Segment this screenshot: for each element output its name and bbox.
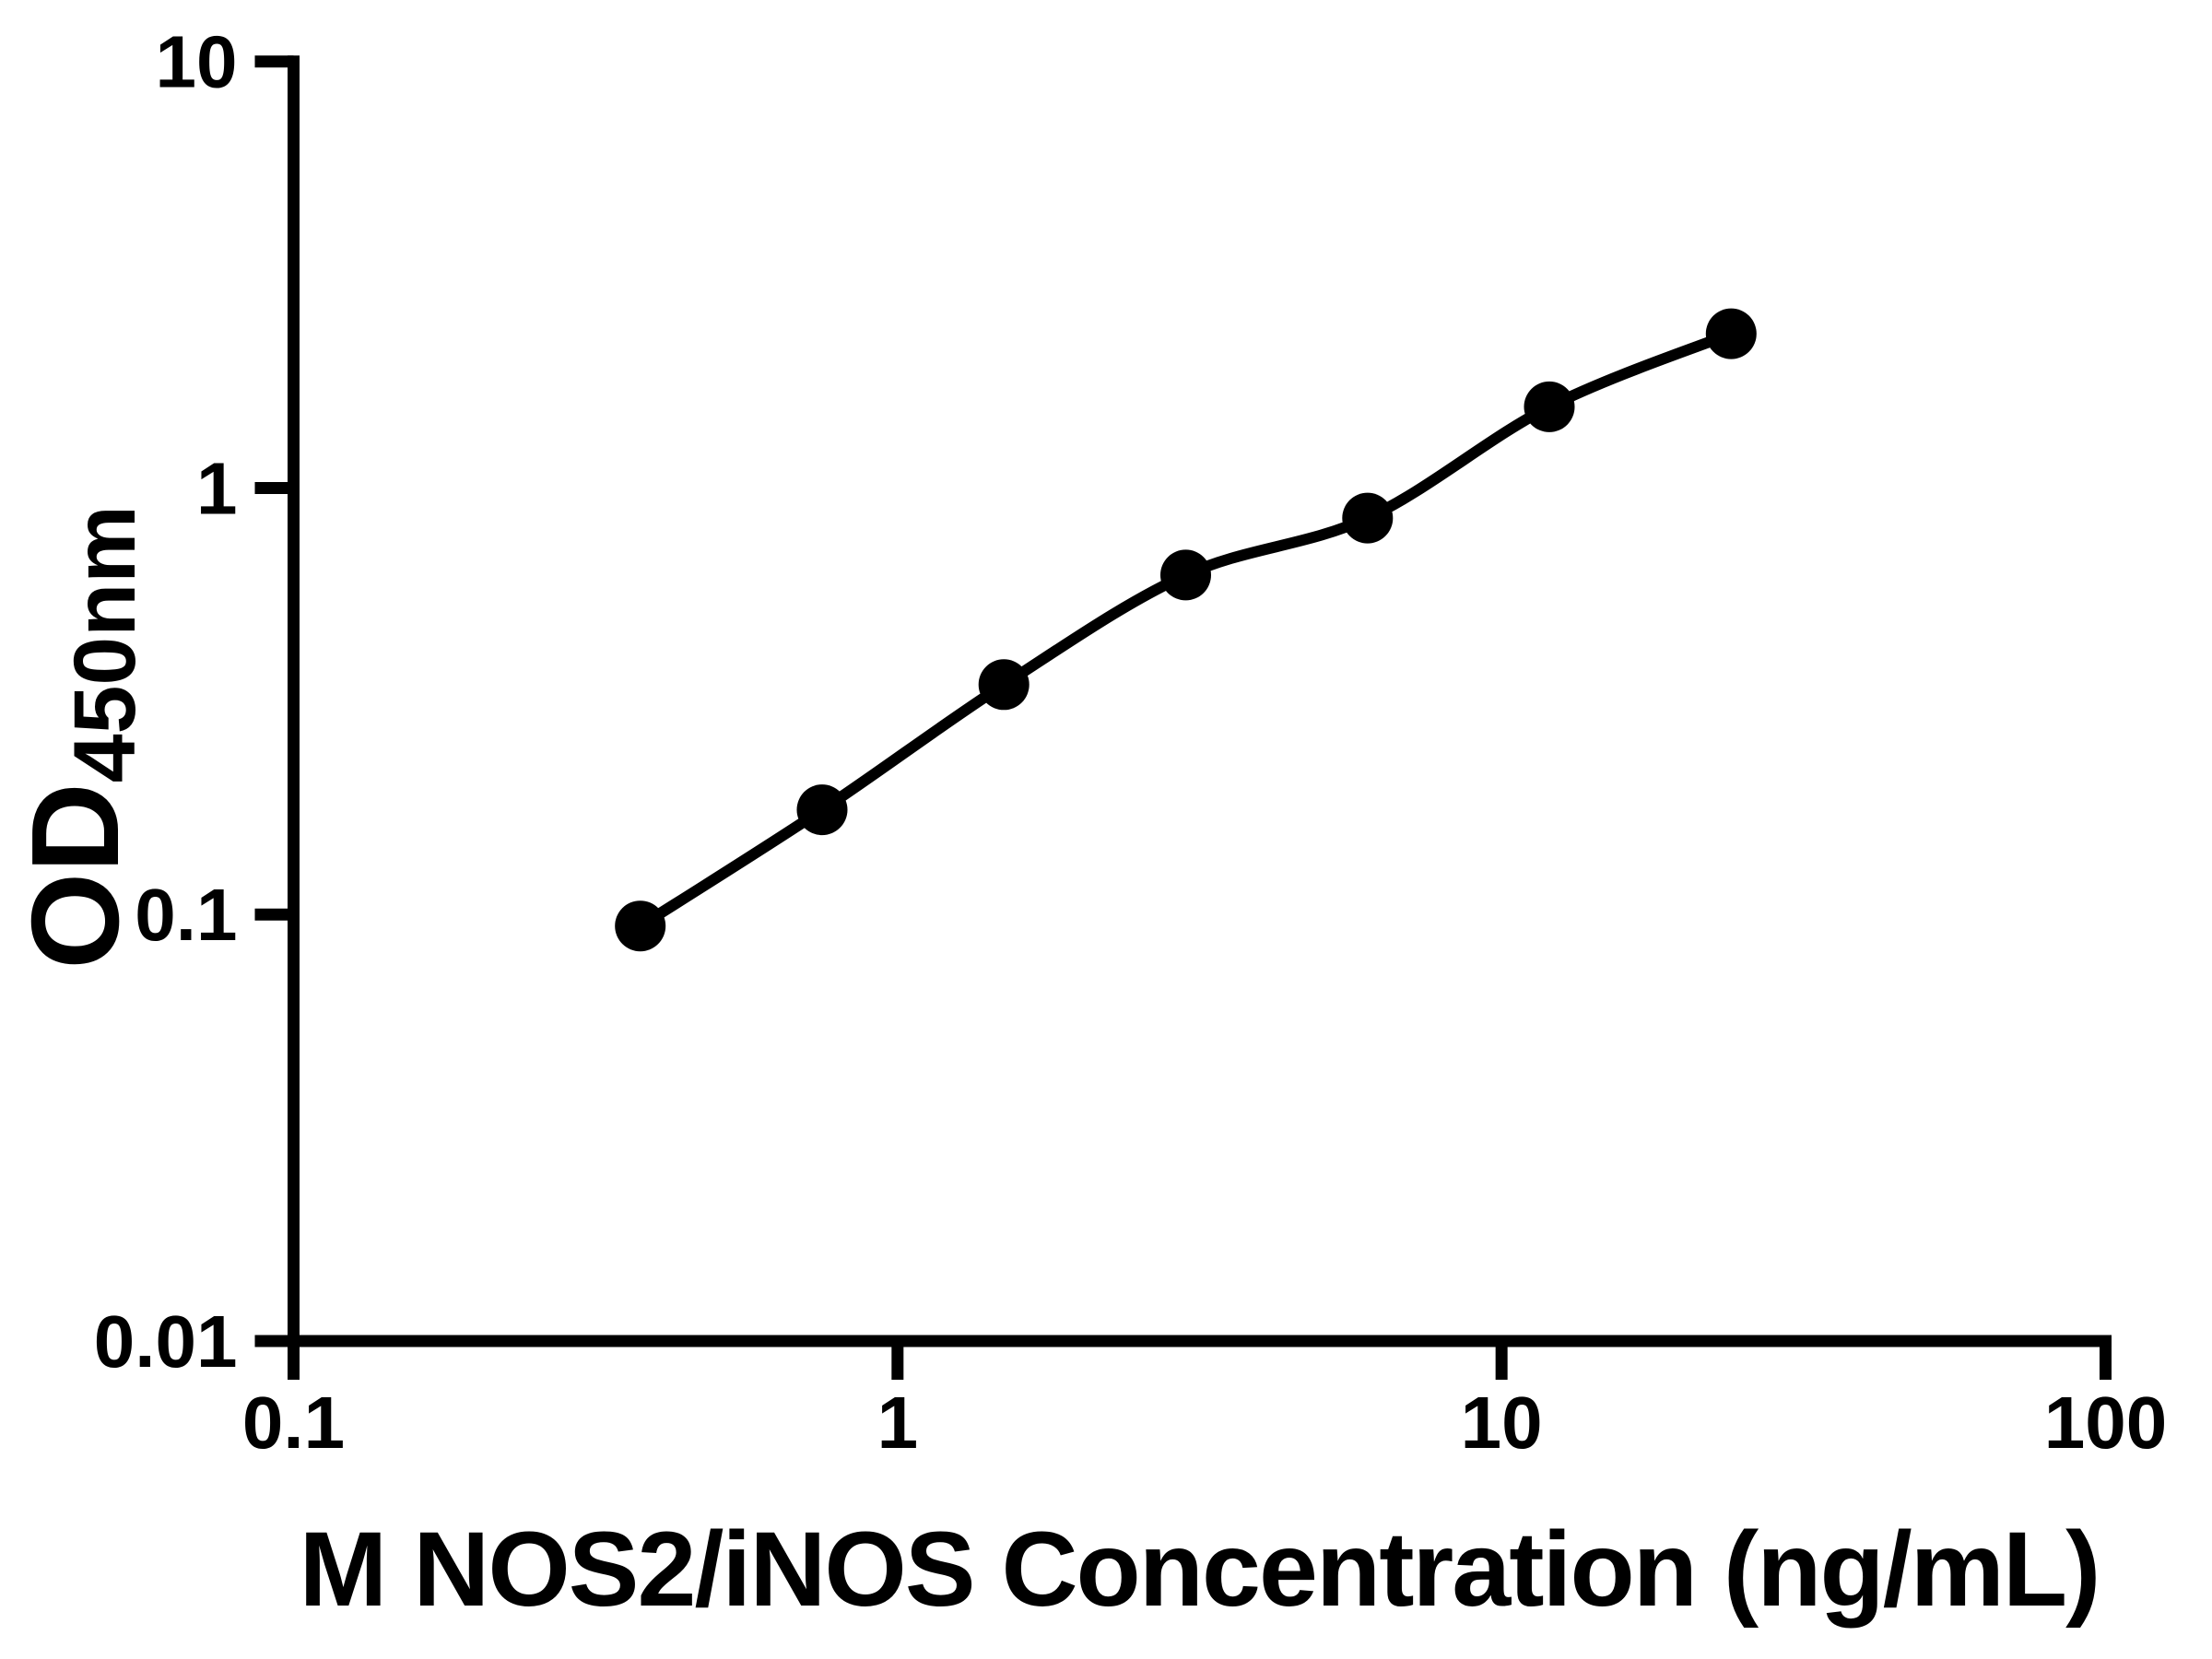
axis-ticks — [254, 55, 2112, 1380]
data-point-12 — [1524, 381, 1575, 432]
x-axis-title: M NOS2/iNOS Concentration (ng/mL) — [300, 1511, 2100, 1629]
x-tick-label-1: 1 — [877, 1382, 919, 1464]
axes-frame — [288, 55, 2112, 1347]
y-axis-title: OD450nm — [6, 505, 154, 970]
y-tick-label-1: 1 — [196, 447, 238, 529]
y-axis-title-main: OD — [6, 782, 145, 970]
y-tick-label-10: 10 — [156, 21, 238, 103]
y-axis-title-subscript: 450nm — [56, 505, 154, 782]
data-point-1.5 — [978, 659, 1030, 711]
x-tick-label-100: 100 — [2044, 1382, 2167, 1464]
data-series — [615, 308, 1757, 952]
y-tick-label-0.01: 0.01 — [94, 1300, 238, 1382]
data-point-6 — [1342, 492, 1394, 544]
data-point-3 — [1160, 549, 1211, 601]
axis-frame-line — [288, 55, 2112, 1347]
data-point-24 — [1705, 308, 1757, 359]
y-tick-label-0.1: 0.1 — [135, 874, 237, 956]
x-tick-label-0.1: 0.1 — [242, 1382, 345, 1464]
data-point-0.375 — [615, 900, 666, 952]
data-point-0.75 — [796, 784, 848, 836]
x-tick-label-10: 10 — [1461, 1382, 1543, 1464]
